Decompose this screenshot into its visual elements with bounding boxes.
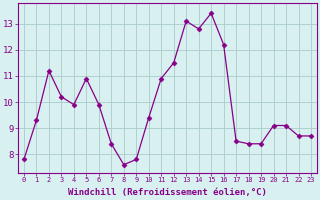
X-axis label: Windchill (Refroidissement éolien,°C): Windchill (Refroidissement éolien,°C) bbox=[68, 188, 267, 197]
